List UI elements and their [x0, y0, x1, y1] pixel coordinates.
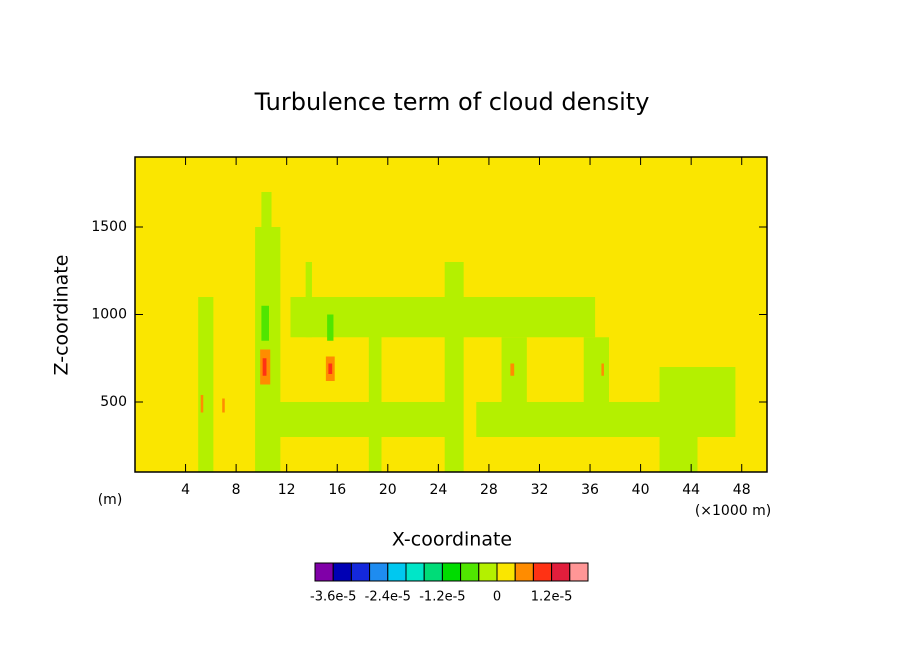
contour-patch [697, 367, 736, 402]
contour-patch [274, 402, 451, 437]
x-tick-label: 8 [232, 482, 241, 498]
y-axis-label: Z-coordinate [51, 255, 73, 376]
colorbar-box [441, 562, 462, 582]
contour-patch [444, 262, 464, 472]
colorbar-label: -1.2e-5 [419, 590, 465, 605]
colorbar-box [387, 562, 407, 582]
y-unit: (m) [98, 492, 123, 508]
contour-patch [261, 192, 272, 227]
contour-patch [261, 305, 269, 341]
x-tick-label: 16 [328, 482, 346, 498]
colorbar-label: -3.6e-5 [310, 590, 356, 605]
contour-patch [200, 395, 204, 413]
contour-patch [601, 363, 604, 376]
colorbar-box [332, 562, 352, 582]
colorbar-box [460, 562, 480, 582]
colorbar-box [350, 562, 371, 582]
contour-patch [222, 398, 225, 413]
x-tick-label: 28 [480, 482, 498, 498]
colorbar-box [551, 562, 571, 582]
x-tick-label: 48 [733, 482, 751, 498]
x-tick-label: 44 [682, 482, 700, 498]
colorbar-box [478, 562, 498, 582]
colorbar-box [423, 562, 443, 582]
colorbar-box [514, 562, 534, 582]
y-tick-label: 1500 [91, 219, 127, 235]
x-tick-label: 4 [181, 482, 190, 498]
colorbar-label: 1.2e-5 [531, 590, 573, 605]
x-axis-label: X-coordinate [392, 529, 512, 551]
contour-patch [305, 262, 312, 338]
x-unit: (×1000 m) [695, 503, 771, 519]
colorbar-label: -2.4e-5 [365, 590, 411, 605]
contour-patch [583, 337, 609, 402]
y-tick-label: 500 [100, 394, 127, 410]
x-tick-label: 24 [429, 482, 447, 498]
colorbar-box [369, 562, 389, 582]
x-tick-label: 36 [581, 482, 599, 498]
x-tick-label: 32 [531, 482, 549, 498]
colorbar-box [314, 562, 334, 582]
contour-patch [290, 297, 596, 338]
colorbar-label: 0 [493, 590, 501, 605]
contour-patch [368, 332, 382, 472]
colorbar-box [569, 562, 589, 582]
y-tick-label: 1000 [91, 307, 127, 323]
x-tick-label: 20 [379, 482, 397, 498]
contour-patch [327, 314, 334, 341]
colorbar-box [405, 562, 425, 582]
x-tick-label: 12 [278, 482, 296, 498]
contour-patch [328, 363, 333, 374]
x-tick-label: 40 [632, 482, 650, 498]
contour-patch [510, 363, 515, 376]
contour-patch [198, 297, 214, 472]
colorbar-box [496, 562, 516, 582]
contour-patch [262, 358, 267, 376]
contour-patch [659, 367, 698, 472]
colorbar-box [532, 562, 553, 582]
chart-title: Turbulence term of cloud density [254, 88, 650, 116]
